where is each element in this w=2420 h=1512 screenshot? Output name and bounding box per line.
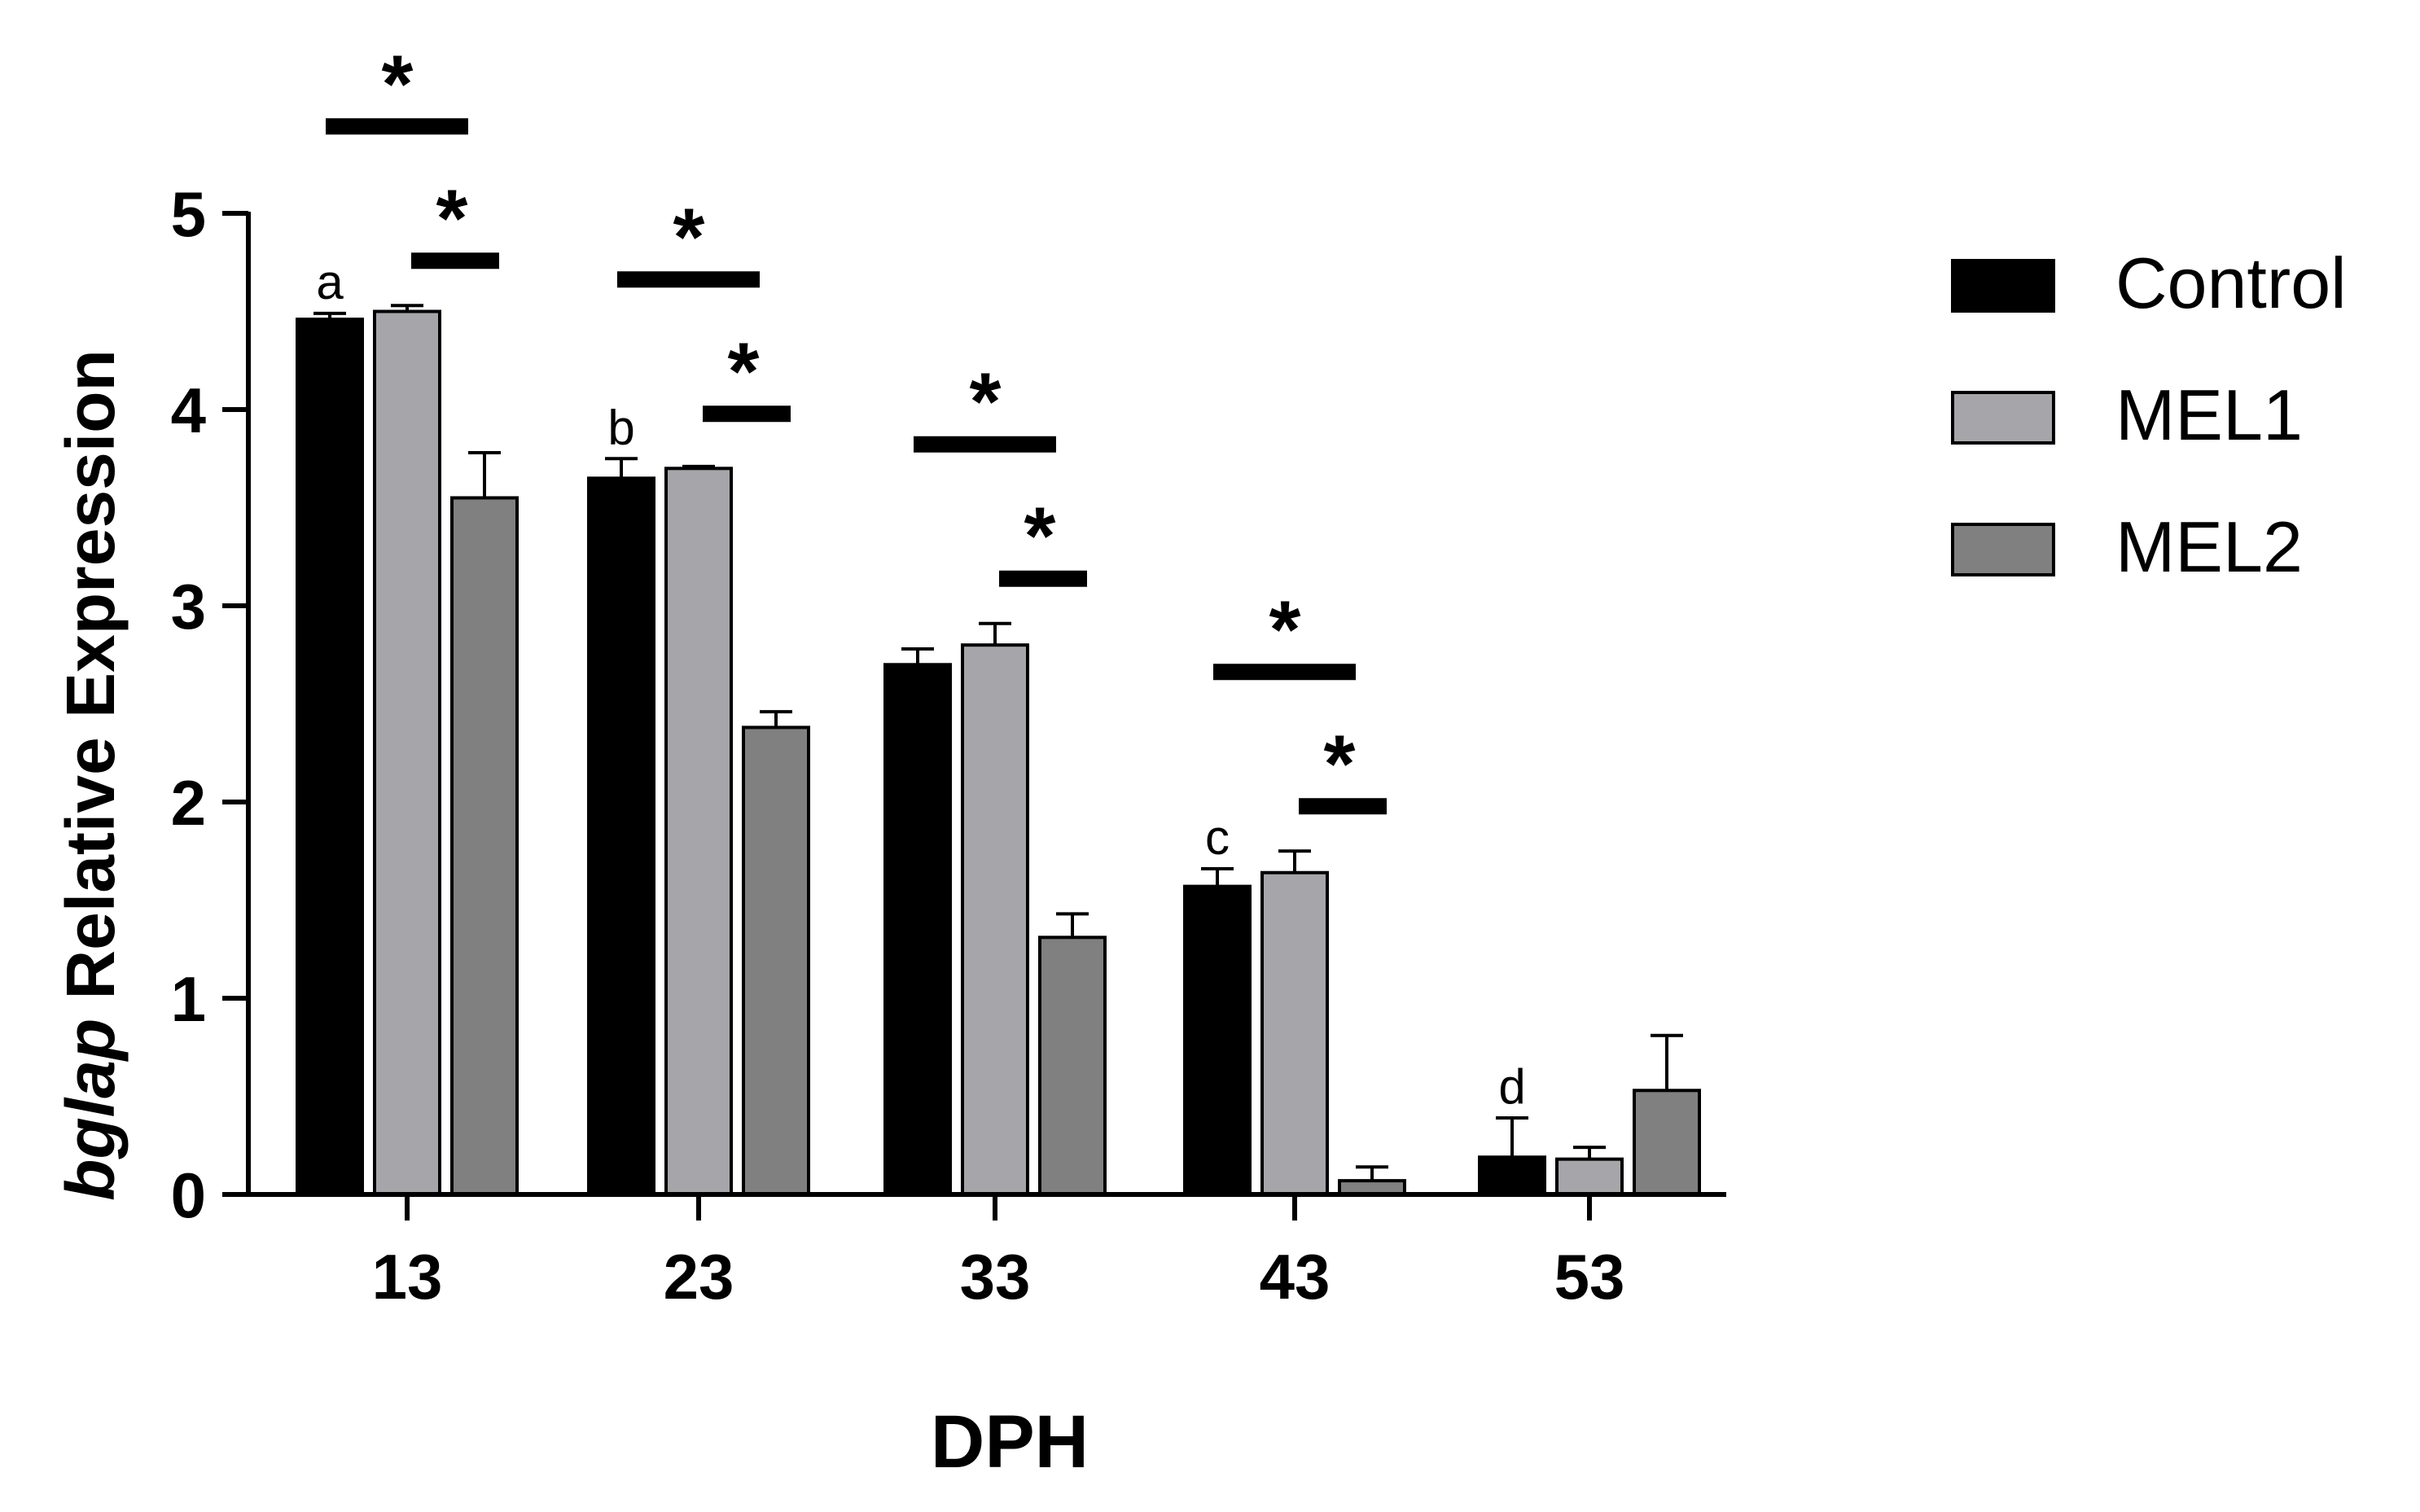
bar-control-53 [1478,1155,1546,1196]
x-tick-label-33: 33 [960,1241,1031,1313]
bar-control-13 [296,318,364,1196]
bar-control-23 [587,476,655,1196]
bar-mel1-53 [1555,1157,1624,1196]
significance-asterisk-mel1-mel2-33: * [1024,491,1056,582]
significance-asterisk-mel1-mel2-13: * [436,173,468,264]
significance-asterisk-mel1-mel2-43: * [1324,718,1356,809]
significance-letter-13: a [316,255,344,309]
y-tick-label-4: 4 [171,375,206,446]
legend-label-mel1: MEL1 [2115,375,2303,455]
y-tick-label-1: 1 [171,963,206,1035]
legend-label-mel2: MEL2 [2115,506,2303,587]
significance-asterisk-control-mel2-43: * [1269,584,1301,675]
bar-mel1-33 [961,643,1029,1196]
legend-swatch-mel1 [1951,391,2055,445]
bar-mel1-23 [664,467,733,1196]
y-tick-label-3: 3 [171,571,206,642]
error-bars-layer [313,304,1683,1181]
y-axis-label: bglap Relative Expression [52,349,129,1201]
y-axis-label-gene: bglap [52,1019,129,1201]
bar-mel2-53 [1633,1089,1701,1197]
x-tick-label-53: 53 [1554,1241,1625,1313]
bar-mel2-13 [450,496,519,1196]
y-axis-label-text: Relative Expression [52,349,129,1019]
bar-mel1-13 [373,309,441,1196]
legend-label-control: Control [2115,243,2347,323]
significance-asterisk-mel1-mel2-23: * [728,326,760,417]
significance-letter-53: d [1498,1059,1525,1114]
x-tick-label-13: 13 [372,1241,443,1313]
significance-asterisk-control-mel2-33: * [970,357,1002,448]
legend: Control MEL1 MEL2 [1951,243,2347,587]
bar-mel2-23 [742,725,810,1196]
bar-mel2-33 [1038,936,1107,1197]
significance-asterisk-control-mel2-13: * [382,38,414,129]
y-tick-label-2: 2 [171,767,206,839]
y-tick-label-5: 5 [171,178,206,250]
legend-swatch-mel2 [1951,523,2055,576]
significance-asterisk-control-mel2-23: * [673,191,705,283]
x-axis-label: DPH [931,1400,1089,1484]
significance-letter-43: c [1205,810,1230,865]
y-tick-label-0: 0 [171,1159,206,1231]
x-tick-label-43: 43 [1260,1241,1331,1313]
bar-control-33 [883,663,952,1196]
significance-letter-23: b [607,400,634,454]
x-tick-label-23: 23 [664,1241,734,1313]
bar-control-43 [1183,884,1252,1196]
legend-swatch-control [1951,259,2055,313]
bar-mel1-43 [1260,870,1329,1196]
